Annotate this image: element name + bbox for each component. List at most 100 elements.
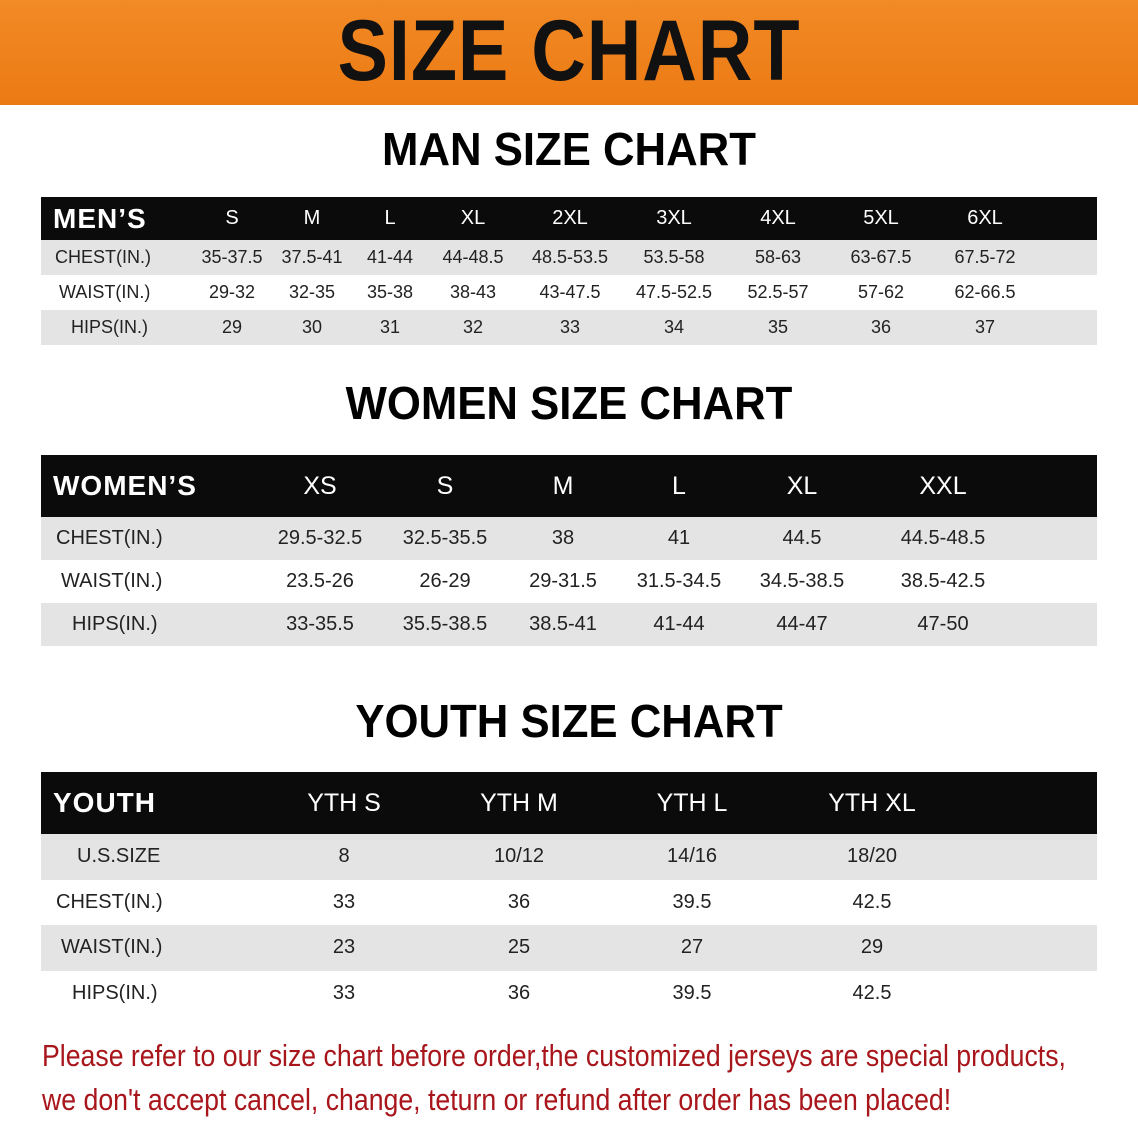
women-size-header: XL bbox=[786, 471, 818, 500]
youth-value-cell: 33 bbox=[332, 890, 356, 913]
men-row-label: CHEST(IN.) bbox=[55, 247, 151, 267]
youth-value-cell: 36 bbox=[507, 890, 531, 913]
women-row-label: HIPS(IN.) bbox=[72, 613, 158, 635]
youth-value-cell: 8 bbox=[338, 845, 350, 868]
men-value-cell: 67.5-72 bbox=[954, 247, 1016, 267]
women-value-cell: 41 bbox=[667, 527, 691, 549]
men-size-header: 6XL bbox=[967, 207, 1003, 229]
men-value-cell: 58-63 bbox=[754, 247, 802, 267]
women-value-cell: 26-29 bbox=[419, 570, 471, 592]
youth-section-title: YOUTH SIZE CHART bbox=[355, 695, 783, 747]
youth-table-row: U.S.SIZE 8 10/12 14/16 18/20 bbox=[41, 834, 1097, 880]
youth-value-cell: 39.5 bbox=[672, 890, 712, 913]
men-value-cell: 53.5-58 bbox=[643, 247, 705, 267]
banner: SIZE CHART bbox=[0, 0, 1138, 105]
men-row-label: WAIST(IN.) bbox=[59, 282, 151, 302]
men-value-cell: 34 bbox=[663, 317, 685, 337]
youth-size-header: YTH L bbox=[656, 788, 728, 817]
men-value-cell: 38-43 bbox=[449, 282, 497, 302]
men-size-table: MEN’S S M L XL 2XL 3XL 4XL 5XL 6XL CHEST(IN.) 35-37… bbox=[41, 197, 1097, 345]
youth-value-cell: 14/16 bbox=[666, 845, 718, 868]
men-header-label: MEN’S bbox=[53, 202, 147, 234]
youth-size-header: YTH S bbox=[307, 788, 381, 817]
men-value-cell: 37 bbox=[974, 317, 996, 337]
women-table-row: WAIST(IN.) 23.5-26 26-29 29-31.5 31.5-34.5 34… bbox=[41, 560, 1097, 603]
women-value-cell: 29.5-32.5 bbox=[277, 527, 363, 549]
men-size-header: 5XL bbox=[863, 207, 899, 229]
men-value-cell: 33 bbox=[559, 317, 581, 337]
youth-header-label: YOUTH bbox=[53, 787, 156, 818]
youth-value-cell: 29 bbox=[860, 936, 884, 959]
women-size-header: XS bbox=[303, 471, 337, 500]
youth-header-row: YOUTH YTH S YTH M YTH L YTH XL bbox=[41, 772, 1097, 834]
men-value-cell: 32-35 bbox=[288, 282, 336, 302]
youth-size-header: YTH XL bbox=[828, 788, 916, 817]
women-value-cell: 38.5-42.5 bbox=[900, 570, 986, 592]
women-value-cell: 47-50 bbox=[917, 613, 969, 635]
men-section-title: MAN SIZE CHART bbox=[382, 123, 756, 175]
youth-value-cell: 10/12 bbox=[493, 845, 545, 868]
youth-table-row: HIPS(IN.) 33 36 39.5 42.5 bbox=[41, 970, 1097, 1016]
youth-row-label: U.S.SIZE bbox=[77, 845, 161, 868]
women-value-cell: 34.5-38.5 bbox=[759, 570, 845, 592]
men-size-header: S bbox=[225, 207, 239, 229]
men-value-cell: 35 bbox=[767, 317, 789, 337]
men-value-cell: 47.5-52.5 bbox=[635, 282, 713, 302]
women-size-header: M bbox=[552, 471, 574, 500]
youth-value-cell: 18/20 bbox=[846, 845, 898, 868]
men-value-cell: 35-38 bbox=[366, 282, 414, 302]
youth-value-cell: 42.5 bbox=[852, 981, 892, 1004]
youth-row-label: CHEST(IN.) bbox=[56, 890, 163, 913]
men-value-cell: 31 bbox=[379, 317, 401, 337]
men-value-cell: 44-48.5 bbox=[442, 247, 504, 267]
men-value-cell: 41-44 bbox=[366, 247, 414, 267]
women-value-cell: 31.5-34.5 bbox=[636, 570, 722, 592]
men-value-cell: 36 bbox=[870, 317, 892, 337]
youth-table-row: CHEST(IN.) 33 36 39.5 42.5 bbox=[41, 879, 1097, 925]
women-value-cell: 44.5 bbox=[782, 527, 822, 549]
men-value-cell: 30 bbox=[301, 317, 323, 337]
men-size-header: M bbox=[303, 207, 321, 229]
men-size-header: 4XL bbox=[760, 207, 796, 229]
youth-row-label: WAIST(IN.) bbox=[61, 936, 163, 959]
men-value-cell: 29 bbox=[221, 317, 243, 337]
women-row-label: CHEST(IN.) bbox=[56, 527, 163, 549]
men-value-cell: 62-66.5 bbox=[954, 282, 1016, 302]
youth-value-cell: 36 bbox=[507, 981, 531, 1004]
men-size-header: 2XL bbox=[552, 207, 588, 229]
women-value-cell: 41-44 bbox=[653, 613, 705, 635]
women-size-header: XXL bbox=[919, 471, 967, 500]
men-table-row: CHEST(IN.) 35-37.5 37.5-41 41-44 44-48.5 48.5… bbox=[41, 240, 1097, 275]
men-value-cell: 29-32 bbox=[208, 282, 256, 302]
women-value-cell: 38 bbox=[551, 527, 575, 549]
women-value-cell: 35.5-38.5 bbox=[402, 613, 488, 635]
women-table-row: HIPS(IN.) 33-35.5 35.5-38.5 38.5-41 41-44 44-… bbox=[41, 603, 1097, 646]
women-value-cell: 33-35.5 bbox=[286, 613, 354, 635]
youth-row-label: HIPS(IN.) bbox=[72, 981, 158, 1004]
women-section-title: WOMEN SIZE CHART bbox=[345, 377, 793, 429]
men-table-row: HIPS(IN.) 29 30 31 32 33 34 35 36 37 bbox=[41, 310, 1097, 345]
youth-value-cell: 39.5 bbox=[672, 981, 712, 1004]
men-value-cell: 48.5-53.5 bbox=[531, 247, 609, 267]
women-size-header: L bbox=[672, 471, 686, 500]
youth-value-cell: 42.5 bbox=[852, 890, 892, 913]
women-row-label: WAIST(IN.) bbox=[61, 570, 163, 592]
men-value-cell: 57-62 bbox=[857, 282, 905, 302]
men-size-header: 3XL bbox=[656, 207, 692, 229]
men-value-cell: 35-37.5 bbox=[201, 247, 263, 267]
men-value-cell: 52.5-57 bbox=[747, 282, 809, 302]
women-header-label: WOMEN’S bbox=[53, 470, 197, 501]
women-value-cell: 38.5-41 bbox=[529, 613, 597, 635]
women-value-cell: 23.5-26 bbox=[286, 570, 354, 592]
men-size-header: L bbox=[384, 207, 396, 229]
youth-value-cell: 25 bbox=[507, 936, 531, 959]
women-header-row: WOMEN’S XS S M L XL XXL bbox=[41, 455, 1097, 517]
women-size-table: WOMEN’S XS S M L XL XXL CHEST(IN.) 29.5-32.5 32.5… bbox=[41, 455, 1097, 646]
notice-line-1: Please refer to our size chart before or… bbox=[42, 1038, 1066, 1073]
women-table-row: CHEST(IN.) 29.5-32.5 32.5-35.5 38 41 44.5 44.5… bbox=[41, 517, 1097, 560]
men-size-header: XL bbox=[460, 207, 486, 229]
women-size-header: S bbox=[436, 471, 454, 500]
notice-line-2: we don't accept cancel, change, teturn o… bbox=[42, 1082, 952, 1117]
women-value-cell: 32.5-35.5 bbox=[402, 527, 488, 549]
men-table-row: WAIST(IN.) 29-32 32-35 35-38 38-43 43-47.5 47.… bbox=[41, 275, 1097, 310]
